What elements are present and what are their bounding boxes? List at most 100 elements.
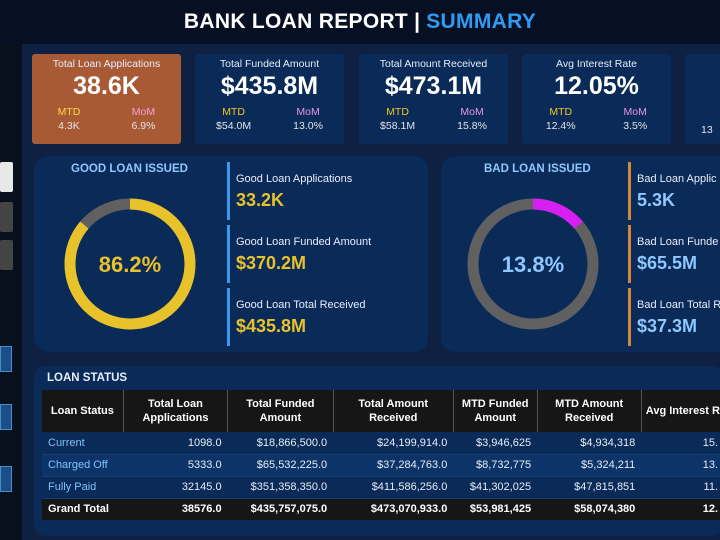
table-cell: 32145.0 — [123, 476, 228, 499]
kpi-total-funded-amount[interactable]: Total Funded Amount $435.8M MTD $54.0M Mo… — [195, 54, 344, 144]
kpi-mom-label: MoM — [460, 106, 484, 118]
filter-icon[interactable] — [0, 346, 12, 372]
bad-loan-arc — [467, 198, 599, 330]
kpi-total-amount-received[interactable]: Total Amount Received $473.1M MTD $58.1M … — [359, 54, 508, 144]
kpi-title: Avg Interest Rate — [556, 58, 637, 70]
bad-loan-funded-card[interactable]: Bad Loan Funde $65.5M — [628, 225, 720, 283]
nav-overview-button[interactable] — [0, 202, 13, 232]
kpi-mtd-label: MTD — [222, 106, 245, 118]
bad-loan-applications-value: 5.3K — [637, 190, 676, 210]
table-cell: $65,532,225.0 — [227, 454, 334, 477]
good-loan-panel: GOOD LOAN ISSUED 86.2% Good Loan Applica… — [34, 156, 428, 352]
report-header: BANK LOAN REPORT | SUMMARY — [0, 0, 720, 44]
table-cell: $435,757,075.0 — [227, 498, 334, 520]
column-header[interactable]: Total Amount Received — [333, 390, 454, 432]
table-cell: $411,586,256.0 — [333, 476, 454, 499]
kpi-value: 12.05% — [554, 72, 639, 100]
kpi-value: 38.6K — [73, 72, 140, 100]
good-loan-applications-card[interactable]: Good Loan Applications 33.2K — [227, 162, 417, 220]
good-loan-funded-value: $370.2M — [236, 253, 307, 273]
report-title: BANK LOAN REPORT — [183, 10, 409, 33]
table-cell: 1098.0 — [123, 432, 228, 455]
column-header[interactable]: Total Funded Amount — [227, 390, 334, 432]
table-cell: $24,199,914.0 — [333, 432, 454, 455]
table-cell: $37,284,763.0 — [333, 454, 454, 477]
table-cell: Current — [42, 432, 124, 455]
loan-status-panel: LOAN STATUS Loan Status Total Loan Appli… — [34, 366, 720, 536]
bad-loan-percent: 13.8% — [501, 252, 565, 277]
nav-summary-button[interactable] — [0, 162, 13, 192]
kpi-mtd-label: MTD — [57, 106, 81, 118]
kpi-mom-value: 3.5% — [623, 120, 648, 132]
kpi-title: Total Funded Amount — [219, 58, 320, 70]
table-cell: Charged Off — [42, 454, 124, 477]
table-total-row[interactable]: Grand Total 38576.0 $435,757,075.0 $473,… — [42, 498, 720, 520]
bad-loan-received-label: Bad Loan Total R — [637, 299, 720, 311]
table-cell: $18,866,500.0 — [227, 432, 334, 455]
table-cell: 12. — [641, 498, 720, 520]
good-loan-funded-label: Good Loan Funded Amount — [236, 236, 372, 248]
table-cell: $41,302,025 — [453, 476, 538, 499]
kpi-mtd-label: MTD — [386, 106, 409, 118]
bad-loan-donut — [467, 198, 599, 330]
kpi-value: $473.1M — [384, 72, 483, 100]
loan-status-title: LOAN STATUS — [47, 372, 128, 384]
bad-loan-applications-label: Bad Loan Applic — [637, 173, 717, 185]
good-loan-received-label: Good Loan Total Received — [236, 299, 366, 311]
table-cell: Grand Total — [42, 498, 124, 520]
grade-filter-icon[interactable] — [0, 466, 12, 492]
table-row[interactable]: Fully Paid 32145.0 $351,358,350.0 $411,5… — [42, 476, 720, 499]
kpi-mtd-value: 4.3K — [58, 120, 80, 132]
bad-loan-applications-card[interactable]: Bad Loan Applic 5.3K — [628, 162, 720, 220]
state-filter-icon[interactable] — [0, 404, 12, 430]
column-header[interactable]: MTD Amount Received — [537, 390, 642, 432]
table-row[interactable]: Charged Off 5333.0 $65,532,225.0 $37,284… — [42, 454, 720, 477]
good-loan-received-card[interactable]: Good Loan Total Received $435.8M — [227, 288, 417, 346]
good-loan-funded-card[interactable]: Good Loan Funded Amount $370.2M — [227, 225, 417, 283]
table-cell: $3,946,625 — [453, 432, 538, 455]
bad-loan-funded-label: Bad Loan Funde — [637, 236, 719, 248]
table-cell: $8,732,775 — [453, 454, 538, 477]
table-cell: 15. — [641, 432, 720, 455]
table-cell: $58,074,380 — [537, 498, 642, 520]
table-row[interactable]: Current 1098.0 $18,866,500.0 $24,199,914… — [42, 432, 720, 455]
kpi-mtd-value: $58.1M — [380, 120, 416, 132]
table-cell: 13. — [641, 454, 720, 477]
kpi-mom-value: 13.0% — [293, 120, 323, 132]
kpi-mom-value: 15.8% — [457, 120, 487, 132]
table-cell: 5333.0 — [123, 454, 228, 477]
good-loan-applications-value: 33.2K — [236, 190, 285, 210]
bad-loan-received-card[interactable]: Bad Loan Total R $37.3M — [628, 288, 720, 346]
good-loan-arc — [64, 198, 196, 330]
good-loan-received-value: $435.8M — [236, 316, 307, 336]
loan-status-table: Loan Status Total Loan Applications Tota… — [42, 390, 720, 520]
kpi-title: Total Loan Applications — [52, 58, 161, 70]
kpi-avg-dti-partial[interactable]: 13 — [685, 54, 720, 144]
table-cell: $351,358,350.0 — [227, 476, 334, 499]
kpi-total-loan-applications[interactable]: Total Loan Applications 38.6K MTD 4.3K Mo… — [32, 54, 181, 144]
kpi-mtd-value: $54.0M — [216, 120, 252, 132]
bad-loan-received-value: $37.3M — [637, 316, 698, 336]
bad-loan-title: BAD LOAN ISSUED — [484, 163, 591, 175]
kpi-title: Total Amount Received — [379, 58, 488, 70]
kpi-avg-interest-rate[interactable]: Avg Interest Rate 12.05% MTD 12.4% MoM 3.5… — [522, 54, 671, 144]
column-header[interactable]: MTD Funded Amount — [453, 390, 538, 432]
table-cell: $47,815,851 — [537, 476, 642, 499]
table-cell: $5,324,211 — [537, 454, 642, 477]
nav-details-button[interactable] — [0, 240, 13, 270]
table-cell: $473,070,933.0 — [333, 498, 454, 520]
column-header[interactable]: Loan Status — [42, 390, 124, 432]
kpi-mtd-value: 13 — [701, 124, 713, 136]
good-loan-percent: 86.2% — [98, 252, 162, 277]
column-header[interactable]: Avg Interest R — [641, 390, 720, 432]
table-cell: $53,981,425 — [453, 498, 538, 520]
kpi-mom-label: MoM — [296, 106, 320, 118]
kpi-mom-label: MoM — [623, 106, 647, 118]
report-subtitle: SUMMARY — [426, 10, 537, 33]
column-header[interactable]: Total Loan Applications — [123, 390, 229, 432]
good-loan-title: GOOD LOAN ISSUED — [71, 163, 188, 175]
table-cell: 11. — [641, 476, 720, 499]
kpi-value: $435.8M — [220, 72, 319, 100]
good-loan-applications-label: Good Loan Applications — [236, 173, 353, 185]
kpi-mom-label: MoM — [131, 106, 156, 118]
